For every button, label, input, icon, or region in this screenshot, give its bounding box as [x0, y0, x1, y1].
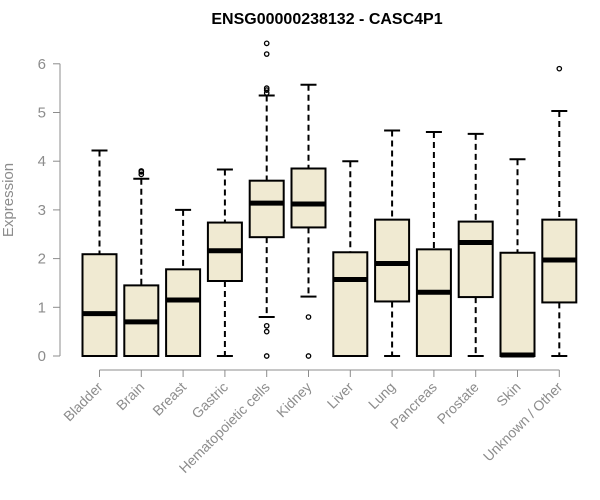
- x-tick-label: Prostate: [434, 379, 482, 427]
- box-prostate: [457, 132, 494, 357]
- y-tick-label: 2: [38, 251, 46, 268]
- box-skin: [499, 158, 536, 358]
- outlier-point: [263, 85, 270, 92]
- x-tick-label: Liver: [324, 379, 357, 412]
- x-tick-label: Breast: [149, 379, 189, 419]
- box-lung: [374, 129, 411, 357]
- y-tick-label: 0: [38, 348, 46, 365]
- box-iqr: [415, 248, 452, 357]
- x-tick-label: Skin: [493, 379, 524, 410]
- outlier-point: [263, 40, 270, 47]
- box-iqr: [248, 179, 285, 239]
- x-tick-label: Lung: [365, 379, 398, 412]
- chart-title: ENSG00000238132 - CASC4P1: [211, 11, 442, 28]
- box-hematopoietic-cells: [248, 40, 285, 359]
- box-kidney: [290, 83, 327, 359]
- x-tick-label: Brain: [113, 379, 147, 413]
- box-breast: [165, 208, 202, 357]
- outlier-point: [263, 87, 270, 93]
- box-liver: [332, 160, 369, 357]
- y-tick-label: 1: [38, 299, 46, 316]
- y-tick-label: 3: [38, 202, 46, 219]
- box-bladder: [81, 149, 118, 357]
- box-iqr: [165, 268, 202, 357]
- outlier-point: [263, 51, 270, 57]
- y-axis-label: Expression: [0, 163, 17, 237]
- box-brain: [123, 168, 160, 358]
- outlier-point: [305, 353, 312, 359]
- box-iqr: [290, 167, 327, 229]
- outlier-point: [263, 353, 270, 359]
- outlier-point: [263, 328, 270, 335]
- x-tick-label: Bladder: [60, 379, 106, 425]
- x-tick-label: Unknown / Other: [480, 379, 566, 465]
- box-pancreas: [415, 130, 452, 357]
- boxes-group: [81, 40, 578, 359]
- box-iqr: [81, 253, 118, 357]
- box-iqr: [457, 220, 494, 299]
- y-axis: 0 1 2 3 4 5 6: [38, 56, 61, 365]
- outlier-point: [305, 314, 312, 320]
- box-iqr: [374, 218, 411, 303]
- y-tick-label: 5: [38, 105, 46, 122]
- box-gastric: [206, 168, 243, 357]
- outlier-point: [556, 65, 563, 72]
- x-tick-label: Kidney: [273, 379, 315, 421]
- box-unknown-other: [541, 65, 578, 357]
- y-tick-label: 6: [38, 56, 46, 73]
- outlier-point: [138, 171, 145, 178]
- box-iqr: [499, 251, 536, 357]
- outlier-point: [263, 322, 270, 329]
- y-tick-label: 4: [38, 153, 46, 170]
- outlier-point: [138, 168, 145, 174]
- box-iqr: [332, 251, 369, 357]
